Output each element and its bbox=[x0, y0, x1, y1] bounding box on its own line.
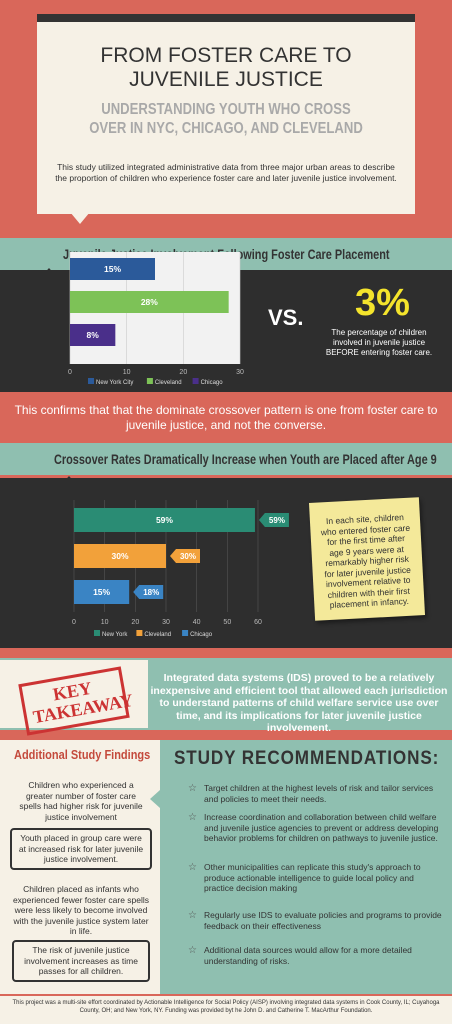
star-icon: ☆ bbox=[188, 862, 197, 873]
bar-inner-label: 30% bbox=[111, 551, 128, 561]
vs-label: VS. bbox=[268, 305, 304, 330]
x-tick-label: 30 bbox=[236, 369, 244, 376]
bar-inner-label: 59% bbox=[156, 515, 173, 525]
callout-badge bbox=[170, 549, 200, 563]
x-tick-label: 50 bbox=[223, 619, 231, 626]
recommendation-item: Additional data sources would allow for … bbox=[204, 945, 412, 966]
bar bbox=[70, 324, 116, 346]
star-icon: ☆ bbox=[188, 945, 197, 956]
section1-tail bbox=[40, 268, 58, 278]
recommendations-title: STUDY RECOMMENDATIONS: bbox=[174, 748, 440, 769]
page-title: FROM FOSTER CARE TO JUVENILE JUSTICE bbox=[100, 44, 352, 91]
legend-label: Chicago bbox=[190, 632, 213, 638]
recommendation-item: Other municipalities can replicate this … bbox=[204, 862, 421, 893]
legend-label: Chicago bbox=[201, 380, 224, 386]
star-icon: ☆ bbox=[188, 910, 197, 921]
legend-swatch bbox=[136, 630, 143, 636]
x-tick-label: 30 bbox=[162, 619, 170, 626]
big-stat-caption: The percentage of children involved in j… bbox=[325, 328, 433, 357]
callout-label: 59% bbox=[269, 516, 285, 525]
x-tick-label: 20 bbox=[131, 619, 139, 626]
x-tick-label: 10 bbox=[123, 369, 131, 376]
section2-title: Crossover Rates Dramatically Increase wh… bbox=[53, 451, 437, 467]
finding-item: Youth placed in group care were at incre… bbox=[10, 828, 152, 870]
bar-value-label: 8% bbox=[87, 330, 100, 340]
x-tick-label: 0 bbox=[72, 619, 76, 626]
page-subtitle: UNDERSTANDING YOUTH WHO CROSS OVER IN NY… bbox=[89, 101, 363, 137]
findings-title: Additional Study Findings bbox=[14, 748, 151, 762]
callout-badge bbox=[133, 585, 164, 599]
callout-label: 30% bbox=[180, 552, 196, 561]
legend-swatch bbox=[192, 378, 199, 384]
bar bbox=[74, 544, 166, 568]
x-tick-label: 60 bbox=[254, 619, 262, 626]
finding-item: Children placed as infants who experienc… bbox=[12, 884, 150, 936]
bar bbox=[70, 258, 155, 280]
bar-value-label: 28% bbox=[141, 297, 158, 307]
header-card: FROM FOSTER CARE TO JUVENILE JUSTICE UND… bbox=[37, 14, 415, 214]
big-stat: 3% bbox=[355, 282, 410, 324]
intro-text: This study utilized integrated administr… bbox=[55, 162, 397, 183]
legend-swatch bbox=[94, 630, 100, 636]
recommendation-item: Target children at the highest levels of… bbox=[204, 783, 434, 804]
bar bbox=[74, 508, 255, 532]
section2-title-band: Crossover Rates Dramatically Increase wh… bbox=[0, 443, 452, 475]
finding-item: The risk of juvenile justice involvement… bbox=[12, 940, 150, 982]
legend-swatch bbox=[182, 630, 189, 636]
chart2: 0 10 20 30 40 50 60 59% 59% 30% 30% 15% 18% New York C… bbox=[72, 500, 289, 638]
x-tick-label: 20 bbox=[179, 369, 187, 376]
recommendations-column bbox=[160, 740, 452, 994]
footer: This project was a multi-site effort coo… bbox=[0, 996, 452, 1024]
callout-badge bbox=[258, 513, 289, 527]
rec-tail bbox=[150, 790, 160, 808]
x-tick-label: 10 bbox=[101, 619, 109, 626]
header-tail-left bbox=[70, 212, 90, 224]
chart1: 0 10 20 30 15% 28% 8% New York City Cleveland Chi… bbox=[68, 252, 244, 386]
takeaway-stamp-bg bbox=[0, 660, 148, 728]
confirm-text: This confirms that that the dominate cro… bbox=[0, 396, 452, 440]
sticky-note: In each site, children who entered foste… bbox=[308, 497, 426, 621]
recommendation-item: Regularly use IDS to evaluate policies a… bbox=[204, 910, 442, 931]
legend-label: Cleveland bbox=[144, 632, 171, 638]
x-tick-label: 0 bbox=[68, 369, 72, 376]
legend-label: Cleveland bbox=[155, 380, 182, 386]
x-tick-label: 40 bbox=[193, 619, 201, 626]
findings-column bbox=[0, 740, 160, 994]
legend-label: New York bbox=[102, 632, 128, 638]
bar bbox=[74, 580, 130, 604]
recommendation-item: Increase coordination and collaboration … bbox=[204, 812, 439, 843]
legend-swatch bbox=[88, 378, 94, 384]
star-icon: ☆ bbox=[188, 812, 197, 823]
legend-label: New York City bbox=[96, 380, 133, 386]
takeaway-text: Integrated data systems (IDS) proved to … bbox=[150, 672, 448, 734]
star-icon: ☆ bbox=[188, 783, 197, 794]
section2-tail bbox=[60, 476, 78, 486]
legend-swatch bbox=[146, 378, 153, 384]
bar bbox=[70, 291, 229, 313]
bar-value-label: 15% bbox=[104, 264, 121, 274]
bar-inner-label: 15% bbox=[93, 587, 110, 597]
finding-item: Children who experienced a greater numbe… bbox=[19, 780, 143, 822]
callout-label: 18% bbox=[143, 588, 159, 597]
